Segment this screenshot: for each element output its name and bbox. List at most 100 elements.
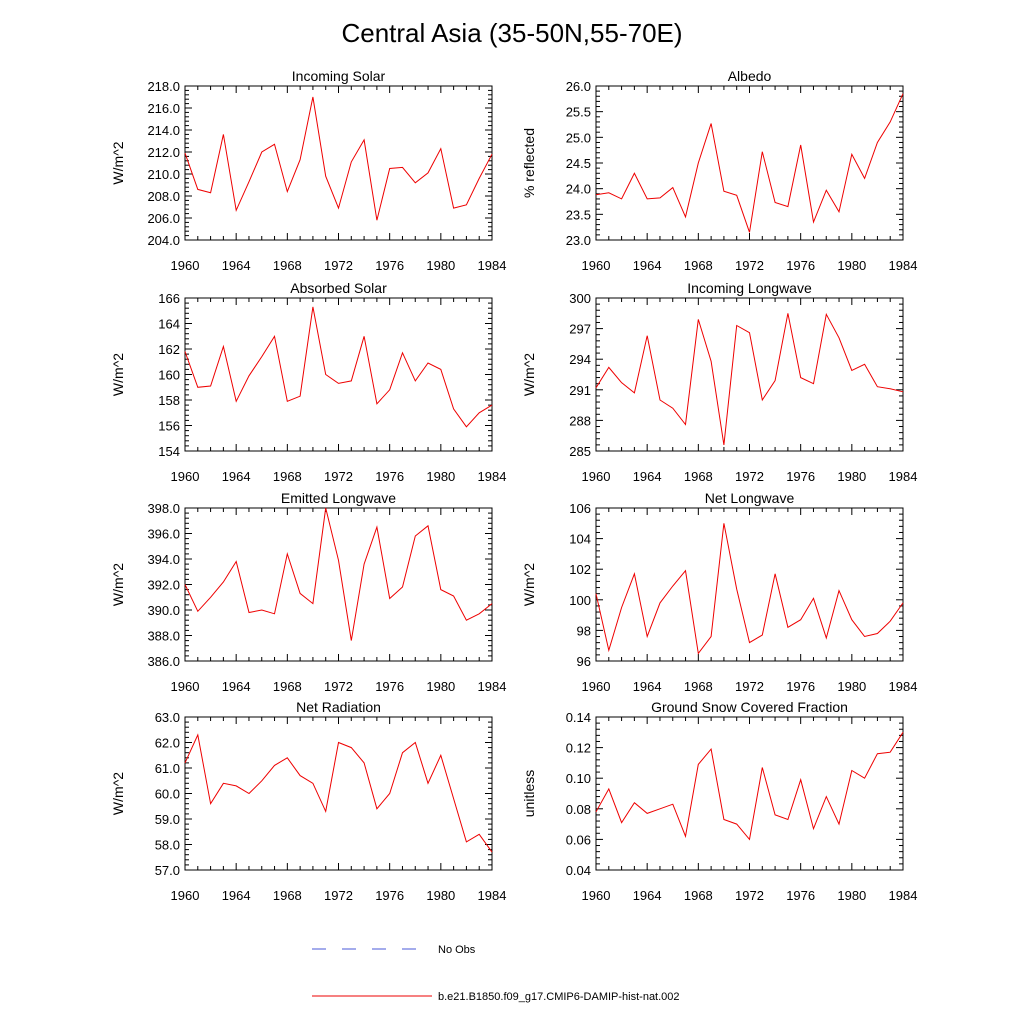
x-tick-label: 1964	[222, 469, 251, 484]
panel-ground-snow-covered-fraction: Ground Snow Covered Fraction 1960 1964 1968…	[521, 699, 917, 903]
plot-frame	[184, 716, 493, 871]
panel-absorbed-solar: Absorbed Solar 1960 1964 1968 1972 1976 1980 19…	[110, 280, 506, 484]
y-tick-label: 216.0	[147, 101, 180, 116]
y-tick-label: 0.12	[566, 741, 591, 756]
y-tick-label: 106	[569, 501, 591, 516]
y-tick-label: 204.0	[147, 233, 180, 248]
x-tick-label: 1980	[426, 258, 455, 273]
legend-label-no-obs: No Obs	[438, 944, 476, 956]
y-tick-label: 0.08	[566, 802, 591, 817]
x-tick-label: 1968	[273, 679, 302, 694]
series-line	[595, 93, 904, 233]
x-tick-label: 1984	[889, 258, 918, 273]
x-tick-label: 1980	[426, 469, 455, 484]
y-tick-label: 23.0	[566, 233, 591, 248]
y-tick-label: 398.0	[147, 501, 180, 516]
y-tick-label: 288	[569, 413, 591, 428]
y-tick-label: 206.0	[147, 211, 180, 226]
y-tick-label: 96	[577, 654, 591, 669]
x-tick-label: 1960	[582, 679, 611, 694]
x-tick-label: 1984	[478, 258, 507, 273]
series-line	[184, 96, 493, 221]
x-tick-label: 1984	[889, 679, 918, 694]
panel-incoming-solar: Incoming Solar 1960 1964 1968 1972 1976 1980 19…	[110, 68, 506, 273]
y-tick-label: 208.0	[147, 189, 180, 204]
x-tick-label: 1984	[889, 469, 918, 484]
panel-emitted-longwave: Emitted Longwave 1960 1964 1968 1972 1976 1980…	[110, 490, 506, 694]
x-tick-label: 1964	[633, 258, 662, 273]
x-tick-label: 1972	[324, 888, 353, 903]
x-tick-label: 1980	[837, 679, 866, 694]
x-tick-label: 1968	[684, 888, 713, 903]
x-tick-label: 1964	[633, 888, 662, 903]
x-tick-label: 1968	[684, 258, 713, 273]
y-tick-label: 158	[158, 393, 180, 408]
y-tick-label: 164	[158, 317, 180, 332]
y-axis-label: W/m^2	[110, 141, 126, 184]
y-tick-label: 98	[577, 623, 591, 638]
y-tick-label: 154	[158, 444, 180, 459]
x-tick-label: 1964	[222, 258, 251, 273]
y-tick-label: 396.0	[147, 527, 180, 542]
x-tick-label: 1960	[171, 469, 200, 484]
legend: No Obs b.e21.B1850.f09_g17.CMIP6-DAMIP-h…	[312, 944, 680, 1003]
panel-net-longwave: Net Longwave 1960 1964 1968 1972 1976 1980 1984…	[521, 490, 917, 694]
series-line	[184, 507, 493, 641]
x-tick-label: 1964	[633, 469, 662, 484]
y-tick-label: 392.0	[147, 578, 180, 593]
y-tick-label: 297	[569, 322, 591, 337]
y-tick-label: 0.04	[566, 863, 591, 878]
x-tick-label: 1960	[582, 258, 611, 273]
y-tick-label: 60.0	[155, 787, 180, 802]
panel-title: Net Radiation	[296, 699, 381, 715]
y-tick-label: 0.06	[566, 832, 591, 847]
panel-title: Emitted Longwave	[281, 490, 396, 506]
x-tick-label: 1972	[324, 469, 353, 484]
x-tick-label: 1984	[889, 888, 918, 903]
panel-albedo: Albedo 1960 1964 1968 1972 1976 1980 1984 23.0 23…	[521, 68, 917, 273]
y-axis-label: W/m^2	[110, 772, 126, 815]
panel-title: Ground Snow Covered Fraction	[651, 699, 848, 715]
y-tick-label: 24.5	[566, 156, 591, 171]
x-tick-label: 1980	[837, 469, 866, 484]
y-axis-label: W/m^2	[110, 353, 126, 396]
legend-label-model: b.e21.B1850.f09_g17.CMIP6-DAMIP-hist-nat…	[438, 991, 680, 1003]
y-tick-label: 294	[569, 352, 591, 367]
y-tick-label: 162	[158, 342, 180, 357]
x-tick-label: 1976	[375, 469, 404, 484]
y-tick-label: 25.0	[566, 130, 591, 145]
y-axis-label: W/m^2	[521, 353, 537, 396]
y-tick-label: 24.0	[566, 182, 591, 197]
y-tick-label: 166	[158, 291, 180, 306]
series-line	[595, 312, 904, 445]
x-tick-label: 1972	[324, 258, 353, 273]
plot-frame	[595, 297, 904, 452]
panel-title: Albedo	[728, 68, 772, 84]
y-tick-label: 160	[158, 368, 180, 383]
panel-incoming-longwave: Incoming Longwave 1960 1964 1968 1972 1976 198…	[521, 280, 917, 484]
x-tick-label: 1976	[786, 679, 815, 694]
x-tick-label: 1964	[222, 888, 251, 903]
x-tick-label: 1980	[426, 888, 455, 903]
y-tick-label: 218.0	[147, 79, 180, 94]
y-tick-label: 61.0	[155, 761, 180, 776]
x-tick-label: 1964	[222, 679, 251, 694]
x-tick-label: 1976	[786, 258, 815, 273]
y-tick-label: 386.0	[147, 654, 180, 669]
series-line	[595, 732, 904, 841]
y-tick-label: 102	[569, 562, 591, 577]
y-tick-label: 210.0	[147, 167, 180, 182]
y-tick-label: 25.5	[566, 105, 591, 120]
y-tick-label: 285	[569, 444, 591, 459]
x-tick-label: 1968	[684, 679, 713, 694]
y-axis-label: W/m^2	[110, 563, 126, 606]
y-tick-label: 57.0	[155, 863, 180, 878]
x-tick-label: 1976	[375, 679, 404, 694]
y-tick-label: 100	[569, 593, 591, 608]
plot-frame	[595, 507, 904, 662]
x-tick-label: 1984	[478, 888, 507, 903]
y-tick-label: 23.5	[566, 207, 591, 222]
series-line	[184, 733, 493, 853]
y-tick-label: 26.0	[566, 79, 591, 94]
